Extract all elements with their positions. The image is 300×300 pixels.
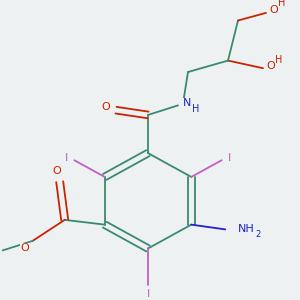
Text: I: I: [228, 153, 231, 163]
Text: O: O: [269, 5, 278, 15]
Text: 2: 2: [255, 230, 261, 239]
Text: O: O: [266, 61, 275, 71]
Text: H: H: [278, 0, 285, 8]
Text: H: H: [275, 55, 282, 64]
Text: H: H: [192, 104, 200, 114]
Text: I: I: [146, 289, 150, 299]
Text: O: O: [52, 166, 61, 176]
Text: I: I: [65, 153, 68, 163]
Text: N: N: [183, 98, 191, 109]
Text: O: O: [20, 244, 29, 254]
Text: NH: NH: [238, 224, 255, 234]
Text: O: O: [102, 102, 110, 112]
